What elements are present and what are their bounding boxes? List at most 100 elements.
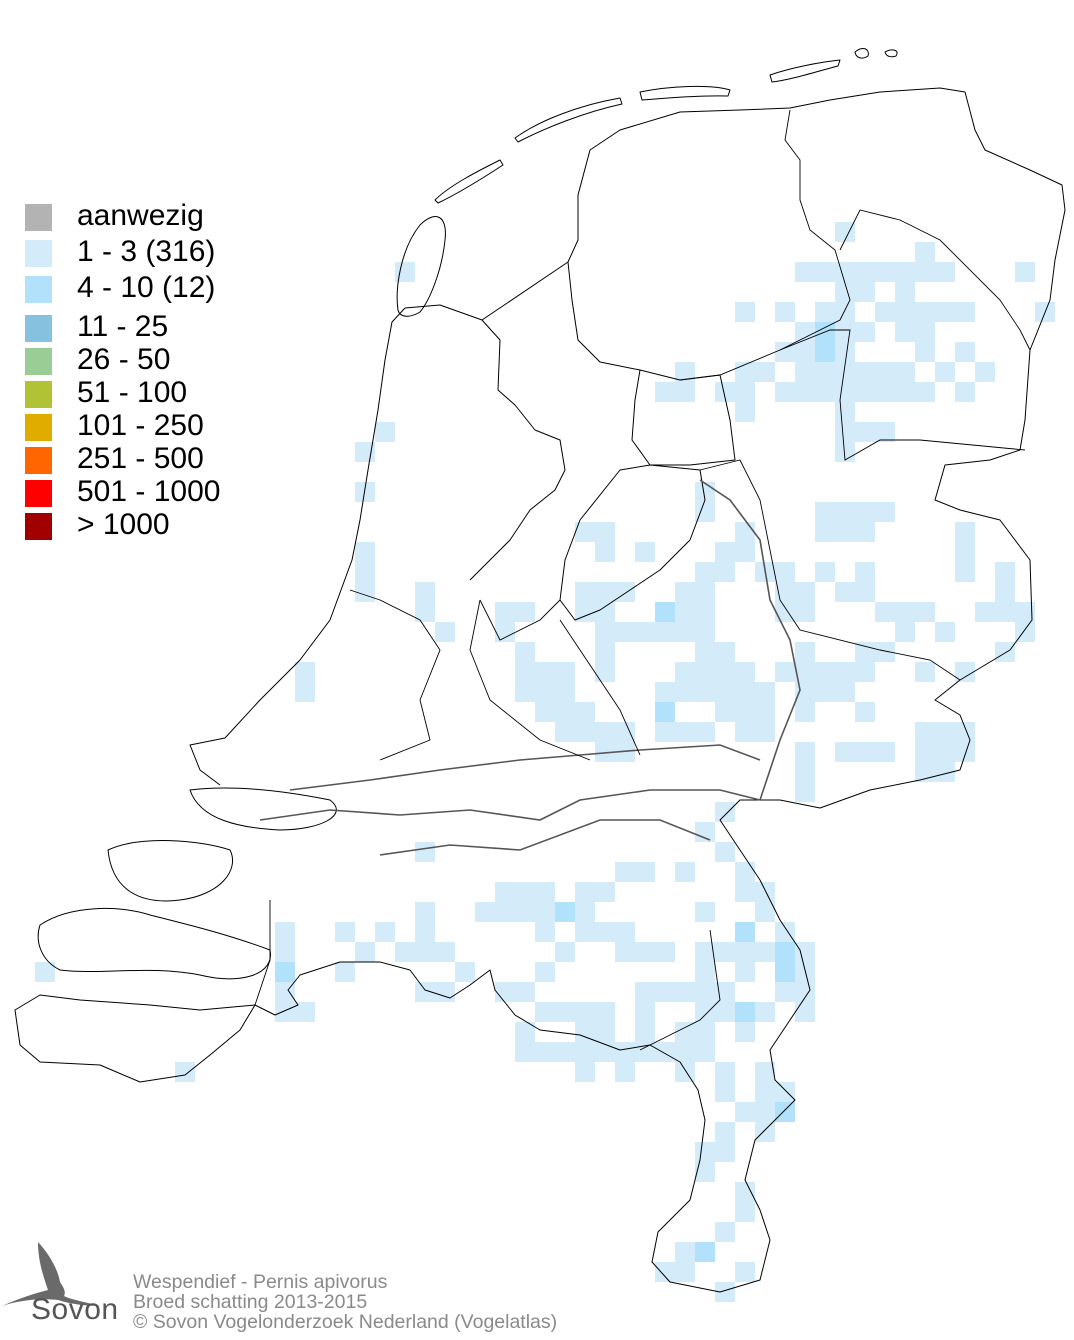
- grid-square-1-3: [835, 222, 855, 242]
- grid-square-1-3: [815, 382, 835, 402]
- grid-square-1-3: [715, 802, 735, 822]
- grid-square-1-3: [175, 1062, 195, 1082]
- grid-square-1-3: [515, 882, 535, 902]
- border-zh-utrecht: [469, 599, 591, 761]
- walcheren-beveland: [37, 908, 271, 980]
- grid-square-1-3: [675, 1062, 695, 1082]
- grid-square-1-3: [655, 1042, 675, 1062]
- grid-square-1-3: [675, 362, 695, 382]
- grid-square-1-3: [555, 682, 575, 702]
- grid-square-1-3: [675, 382, 695, 402]
- grid-square-1-3: [695, 502, 715, 522]
- grid-square-1-3: [595, 1042, 615, 1062]
- grid-square-1-3: [555, 1042, 575, 1062]
- grid-square-1-3: [915, 742, 935, 762]
- grid-square-1-3: [435, 622, 455, 642]
- grid-square-1-3: [515, 682, 535, 702]
- grid-square-1-3: [855, 662, 875, 682]
- legend-label: 251 - 500: [77, 442, 204, 475]
- legend-swatch: [25, 513, 52, 540]
- grid-square-1-3: [955, 382, 975, 402]
- grid-square-1-3: [615, 862, 635, 882]
- grid-square-1-3: [775, 302, 795, 322]
- grid-square-1-3: [695, 942, 715, 962]
- grid-square-1-3: [995, 602, 1015, 622]
- grid-square-1-3: [995, 642, 1015, 662]
- grid-square-4-10: [815, 342, 835, 362]
- grid-square-1-3: [595, 602, 615, 622]
- grid-square-1-3: [955, 662, 975, 682]
- grid-square-1-3: [695, 1042, 715, 1062]
- grid-square-1-3: [595, 1022, 615, 1042]
- grid-square-1-3: [795, 602, 815, 622]
- island-ameland: [639, 85, 731, 101]
- grid-square-1-3: [735, 302, 755, 322]
- grid-square-1-3: [695, 582, 715, 602]
- grid-square-1-3: [755, 1082, 775, 1102]
- grid-square-1-3: [655, 682, 675, 702]
- grid-square-1-3: [815, 362, 835, 382]
- grid-square-1-3: [615, 622, 635, 642]
- grid-square-1-3: [895, 302, 915, 322]
- grid-square-1-3: [515, 662, 535, 682]
- grid-square-1-3: [535, 702, 555, 722]
- grid-square-1-3: [735, 702, 755, 722]
- grid-square-1-3: [735, 1182, 755, 1202]
- grid-square-1-3: [775, 662, 795, 682]
- map-subtitle: Broed schatting 2013-2015: [133, 1291, 368, 1313]
- grid-square-1-3: [695, 1162, 715, 1182]
- grid-square-1-3: [915, 382, 935, 402]
- grid-square-1-3: [595, 582, 615, 602]
- grid-square-1-3: [415, 602, 435, 622]
- grid-square-1-3: [695, 902, 715, 922]
- grid-square-1-3: [575, 922, 595, 942]
- grid-square-1-3: [595, 522, 615, 542]
- grid-square-1-3: [775, 982, 795, 1002]
- friesland-ijsselmeer-shore: [567, 261, 641, 371]
- legend-label: 4 - 10 (12): [77, 271, 216, 304]
- grid-square-1-3: [595, 882, 615, 902]
- grid-square-1-3: [715, 642, 735, 662]
- grid-square-1-3: [795, 782, 815, 802]
- grid-square-1-3: [555, 722, 575, 742]
- grid-square-1-3: [695, 1142, 715, 1162]
- grid-square-1-3: [695, 602, 715, 622]
- grid-square-1-3: [615, 722, 635, 742]
- grid-square-1-3: [795, 262, 815, 282]
- grid-square-1-3: [635, 1042, 655, 1062]
- grid-square-1-3: [915, 302, 935, 322]
- grid-square-4-10: [655, 602, 675, 622]
- grid-square-1-3: [935, 302, 955, 322]
- grid-square-1-3: [675, 662, 695, 682]
- grid-square-1-3: [415, 922, 435, 942]
- grid-square-1-3: [955, 562, 975, 582]
- grid-square-1-3: [795, 762, 815, 782]
- grid-square-1-3: [575, 1042, 595, 1062]
- copyright: © Sovon Vogelonderzoek Nederland (Vogela…: [133, 1311, 558, 1333]
- grid-square-1-3: [675, 682, 695, 702]
- grid-square-1-3: [735, 542, 755, 562]
- grid-square-1-3: [835, 302, 855, 322]
- grid-square-1-3: [575, 1002, 595, 1022]
- grid-square-1-3: [855, 742, 875, 762]
- grid-square-1-3: [715, 1082, 735, 1102]
- grid-square-1-3: [695, 682, 715, 702]
- grid-square-1-3: [835, 682, 855, 702]
- grid-square-1-3: [655, 982, 675, 1002]
- grid-square-1-3: [695, 962, 715, 982]
- grid-square-1-3: [815, 562, 835, 582]
- grid-square-1-3: [935, 622, 955, 642]
- grid-square-1-3: [375, 422, 395, 442]
- grid-square-1-3: [675, 722, 695, 742]
- legend-label: 51 - 100: [77, 376, 188, 409]
- grid-square-1-3: [915, 262, 935, 282]
- grid-square-1-3: [995, 562, 1015, 582]
- grid-square-1-3: [535, 1002, 555, 1022]
- island-terschelling: [514, 97, 623, 143]
- grid-square-1-3: [755, 882, 775, 902]
- grid-square-1-3: [795, 322, 815, 342]
- grid-square-1-3: [395, 262, 415, 282]
- grid-square-1-3: [595, 1002, 615, 1022]
- grid-square-1-3: [935, 362, 955, 382]
- legend-label: aanwezig: [77, 199, 204, 232]
